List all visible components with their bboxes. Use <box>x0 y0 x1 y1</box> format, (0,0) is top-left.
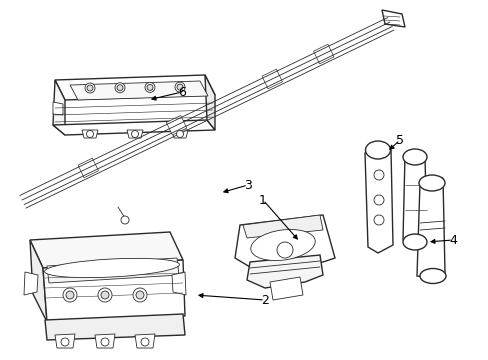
Ellipse shape <box>418 175 444 191</box>
Polygon shape <box>172 130 187 138</box>
Ellipse shape <box>44 258 179 278</box>
Circle shape <box>145 82 155 93</box>
Polygon shape <box>416 178 444 278</box>
Polygon shape <box>55 334 75 348</box>
Circle shape <box>63 288 77 302</box>
Text: 1: 1 <box>259 194 266 207</box>
Text: 4: 4 <box>448 234 456 247</box>
Polygon shape <box>30 232 183 268</box>
Circle shape <box>131 131 138 138</box>
Circle shape <box>176 131 183 138</box>
Ellipse shape <box>419 269 445 284</box>
Circle shape <box>177 84 183 90</box>
Polygon shape <box>135 334 155 348</box>
Circle shape <box>276 242 292 258</box>
Text: 3: 3 <box>244 179 251 192</box>
Text: 5: 5 <box>395 134 403 147</box>
Polygon shape <box>313 44 333 64</box>
Polygon shape <box>246 255 323 288</box>
Circle shape <box>121 216 129 224</box>
Circle shape <box>373 170 383 180</box>
Ellipse shape <box>402 234 426 250</box>
Polygon shape <box>43 260 184 322</box>
Circle shape <box>117 85 123 91</box>
Circle shape <box>101 291 109 299</box>
Circle shape <box>87 85 93 91</box>
Polygon shape <box>127 130 142 138</box>
Circle shape <box>141 338 149 346</box>
Text: 6: 6 <box>178 86 185 99</box>
Circle shape <box>373 195 383 205</box>
Polygon shape <box>70 81 207 100</box>
Polygon shape <box>55 75 215 100</box>
Circle shape <box>373 215 383 225</box>
Polygon shape <box>243 215 323 238</box>
Polygon shape <box>364 145 392 253</box>
Polygon shape <box>269 277 303 300</box>
Circle shape <box>98 288 112 302</box>
Polygon shape <box>53 120 215 135</box>
Polygon shape <box>47 258 179 283</box>
Polygon shape <box>30 240 47 322</box>
Text: 2: 2 <box>261 293 268 306</box>
Circle shape <box>175 82 184 92</box>
Polygon shape <box>166 116 186 135</box>
Circle shape <box>86 131 93 138</box>
Polygon shape <box>53 102 63 115</box>
Polygon shape <box>172 272 185 295</box>
Polygon shape <box>235 215 334 270</box>
Polygon shape <box>45 314 184 340</box>
Polygon shape <box>95 334 115 348</box>
Ellipse shape <box>365 141 390 159</box>
Polygon shape <box>262 69 282 89</box>
Polygon shape <box>24 272 38 295</box>
Polygon shape <box>204 75 215 130</box>
Circle shape <box>85 83 95 93</box>
Circle shape <box>147 84 153 90</box>
Circle shape <box>136 291 143 299</box>
Polygon shape <box>381 10 404 27</box>
Polygon shape <box>53 80 65 135</box>
Polygon shape <box>82 130 98 138</box>
Circle shape <box>61 338 69 346</box>
Circle shape <box>115 83 125 93</box>
Ellipse shape <box>250 229 315 261</box>
Ellipse shape <box>402 149 426 165</box>
Circle shape <box>66 291 74 299</box>
Circle shape <box>133 288 147 302</box>
Circle shape <box>101 338 109 346</box>
Polygon shape <box>402 155 426 245</box>
Polygon shape <box>78 158 98 178</box>
